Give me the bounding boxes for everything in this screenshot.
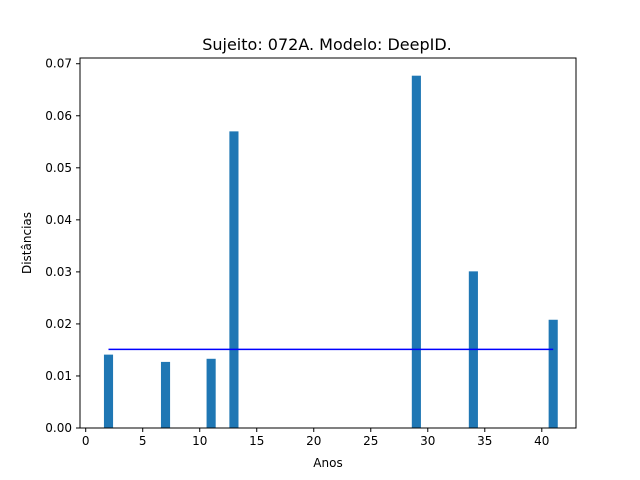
x-tick-label: 15 — [249, 434, 264, 448]
bar — [160, 361, 171, 428]
x-tick-label: 35 — [477, 434, 492, 448]
y-tick-label: 0.00 — [45, 421, 72, 435]
x-tick-label: 40 — [534, 434, 549, 448]
x-axis-ticks: 0 5 10 15 20 25 30 35 40 — [82, 428, 549, 448]
y-tick-label: 0.04 — [45, 213, 72, 227]
x-tick-label: 0 — [82, 434, 90, 448]
x-axis-label: Anos — [313, 456, 342, 470]
y-tick-label: 0.03 — [45, 265, 72, 279]
bar — [411, 75, 421, 428]
chart-title: Sujeito: 072A. Modelo: DeepID. — [202, 35, 452, 54]
bar — [206, 358, 216, 428]
bar — [548, 319, 558, 428]
x-tick-label: 20 — [306, 434, 321, 448]
bar — [103, 354, 114, 428]
y-axis-label: Distâncias — [20, 212, 34, 274]
bar — [229, 131, 239, 428]
x-tick-label: 5 — [139, 434, 147, 448]
plot-frame — [79, 57, 577, 429]
y-axis-ticks: 0.00 0.01 0.02 0.03 0.04 0.05 0.06 0.07 — [45, 57, 80, 435]
x-tick-label: 10 — [192, 434, 207, 448]
y-tick-label: 0.07 — [45, 57, 72, 71]
y-tick-label: 0.06 — [45, 109, 72, 123]
y-tick-label: 0.05 — [45, 161, 72, 175]
x-tick-label: 30 — [420, 434, 435, 448]
y-tick-label: 0.01 — [45, 369, 72, 383]
x-tick-label: 25 — [363, 434, 378, 448]
y-tick-label: 0.02 — [45, 317, 72, 331]
